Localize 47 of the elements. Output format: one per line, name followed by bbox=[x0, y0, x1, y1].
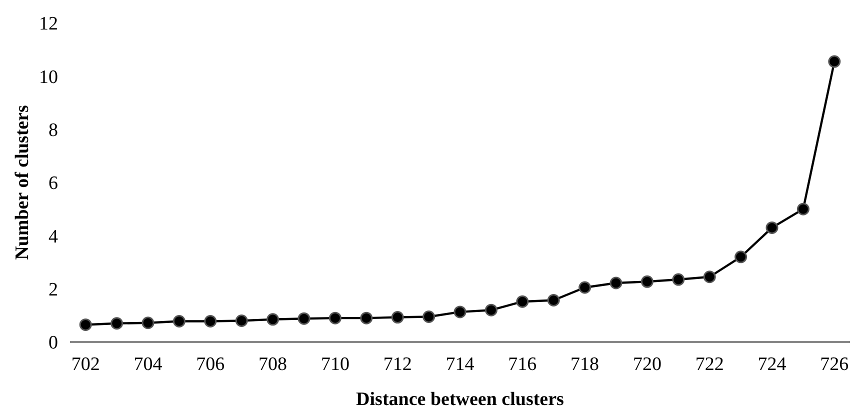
x-tick-label: 712 bbox=[383, 354, 412, 375]
point bbox=[547, 294, 560, 307]
point bbox=[142, 316, 154, 330]
point bbox=[235, 314, 248, 327]
x-tick-label: 720 bbox=[632, 354, 662, 375]
x-tick-label: 706 bbox=[196, 354, 225, 375]
point bbox=[610, 276, 622, 290]
point bbox=[110, 317, 124, 330]
point bbox=[298, 312, 310, 325]
point bbox=[422, 310, 436, 323]
x-tick-label: 726 bbox=[820, 354, 849, 375]
y-tick-label: 8 bbox=[48, 120, 58, 141]
x-tick-label: 704 bbox=[134, 354, 163, 375]
point bbox=[360, 312, 373, 324]
x-tick-label: 716 bbox=[508, 354, 537, 375]
point bbox=[172, 315, 186, 328]
y-tick-label: 6 bbox=[48, 173, 58, 194]
point bbox=[266, 313, 280, 326]
point bbox=[734, 250, 748, 264]
x-tick-label: 708 bbox=[258, 354, 288, 375]
point bbox=[328, 312, 342, 324]
point bbox=[516, 295, 529, 308]
x-tick-label: 714 bbox=[446, 354, 475, 375]
y-tick-label: 2 bbox=[48, 279, 58, 300]
point bbox=[766, 221, 778, 234]
y-tick-label: 4 bbox=[48, 226, 58, 248]
x-tick-label: 702 bbox=[71, 354, 100, 375]
y-tick-label: 12 bbox=[39, 14, 58, 35]
point bbox=[672, 273, 685, 286]
x-tick-label: 718 bbox=[570, 354, 600, 375]
point bbox=[828, 55, 841, 68]
point bbox=[796, 202, 810, 216]
x-tick-label: 710 bbox=[320, 354, 350, 375]
x-tick-label: 722 bbox=[695, 354, 724, 375]
point bbox=[454, 306, 466, 318]
point bbox=[703, 270, 716, 284]
y-tick-label: 10 bbox=[39, 66, 58, 88]
point bbox=[484, 304, 498, 316]
x-axis-title: Distance between clusters bbox=[356, 389, 564, 410]
point bbox=[79, 318, 92, 331]
y-tick-label: 0 bbox=[48, 332, 58, 354]
point bbox=[391, 311, 404, 324]
point bbox=[640, 275, 654, 288]
x-tick-label: 724 bbox=[758, 354, 787, 375]
point bbox=[578, 281, 592, 294]
point bbox=[204, 315, 217, 328]
y-axis-title: Number of clusters bbox=[12, 105, 33, 260]
